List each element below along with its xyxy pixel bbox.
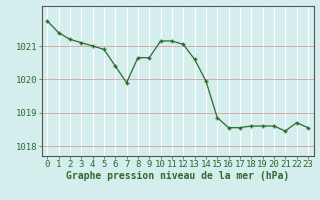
X-axis label: Graphe pression niveau de la mer (hPa): Graphe pression niveau de la mer (hPa): [66, 171, 289, 181]
